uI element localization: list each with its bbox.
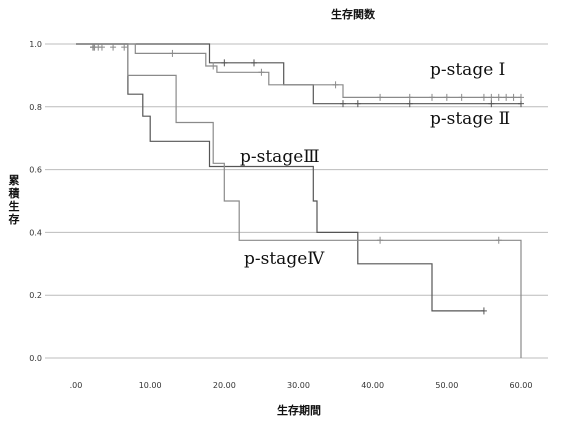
censor-mark	[518, 100, 524, 108]
y-tick-label: 1.0	[29, 40, 42, 49]
y-tick-label: 0.0	[29, 354, 42, 363]
series-stage3	[76, 43, 487, 315]
censor-mark	[251, 59, 257, 67]
censor-mark	[443, 93, 450, 101]
censor-mark	[169, 49, 176, 57]
x-tick-label: 60.00	[510, 381, 533, 390]
censor-mark	[221, 59, 228, 67]
censor-mark	[121, 43, 128, 51]
y-axis-label-char-1: 累	[9, 174, 20, 187]
censor-mark	[510, 93, 517, 101]
y-tick-label: 0.2	[29, 291, 42, 300]
series-layer	[76, 43, 524, 358]
x-tick-label: 40.00	[361, 381, 384, 390]
y-axis-label: 累 積 生 存	[8, 174, 21, 226]
censor-mark	[488, 100, 495, 108]
chart-title: 生存関数	[331, 7, 376, 21]
series-stage1	[76, 43, 524, 108]
censor-mark	[110, 43, 117, 51]
censor-mark	[340, 100, 346, 108]
tick-labels: 0.0 0.2 0.4 0.6 0.8 1.0 .00 10.00 20.00 30.00 40.0…	[29, 40, 532, 390]
y-axis-label-char-3: 生	[9, 199, 20, 213]
x-tick-label: 10.00	[139, 381, 162, 390]
y-axis-label-char-4: 存	[9, 212, 20, 226]
censor-mark	[480, 93, 487, 101]
censor-mark	[377, 93, 384, 101]
survival-curve-stage4	[76, 43, 522, 358]
survival-curve-stage2	[76, 43, 521, 98]
censor-mark	[518, 93, 524, 101]
censor-mark	[406, 100, 413, 108]
x-axis-label: 生存期間	[277, 403, 321, 417]
x-tick-label: .00	[70, 381, 83, 390]
censor-mark	[480, 307, 487, 315]
y-tick-label: 0.8	[29, 103, 42, 112]
censor-mark	[429, 93, 435, 101]
y-tick-label: 0.4	[29, 228, 42, 237]
x-tick-label: 20.00	[213, 381, 236, 390]
grid-lines	[45, 43, 548, 359]
series-stage2	[76, 43, 524, 101]
censor-mark	[98, 43, 105, 51]
y-axis-label-char-2: 積	[8, 186, 21, 200]
censor-mark	[406, 93, 413, 101]
censor-mark	[495, 93, 502, 101]
y-tick-label: 0.6	[29, 166, 42, 175]
annotation-stage3: p-stageⅢ	[240, 147, 320, 167]
censor-mark	[495, 236, 502, 244]
plot-area	[45, 22, 550, 372]
censor-mark	[488, 93, 495, 101]
censor-mark	[210, 62, 217, 70]
x-tick-label: 30.00	[287, 381, 310, 390]
annotation-stage4: p-stageⅣ	[244, 249, 325, 269]
censor-mark	[377, 236, 384, 244]
censor-mark	[458, 93, 465, 101]
censor-mark	[258, 68, 265, 76]
annotation-stage1: p-stage Ⅰ	[430, 60, 505, 80]
censor-mark	[354, 100, 361, 108]
series-stage4	[76, 43, 522, 358]
x-tick-label: 50.00	[435, 381, 458, 390]
survival-curve-stage3	[76, 43, 484, 312]
survival-curve-stage1	[76, 43, 521, 105]
annotation-stage2: p-stage Ⅱ	[430, 109, 510, 129]
censor-mark	[332, 81, 339, 89]
censor-mark	[503, 93, 510, 101]
